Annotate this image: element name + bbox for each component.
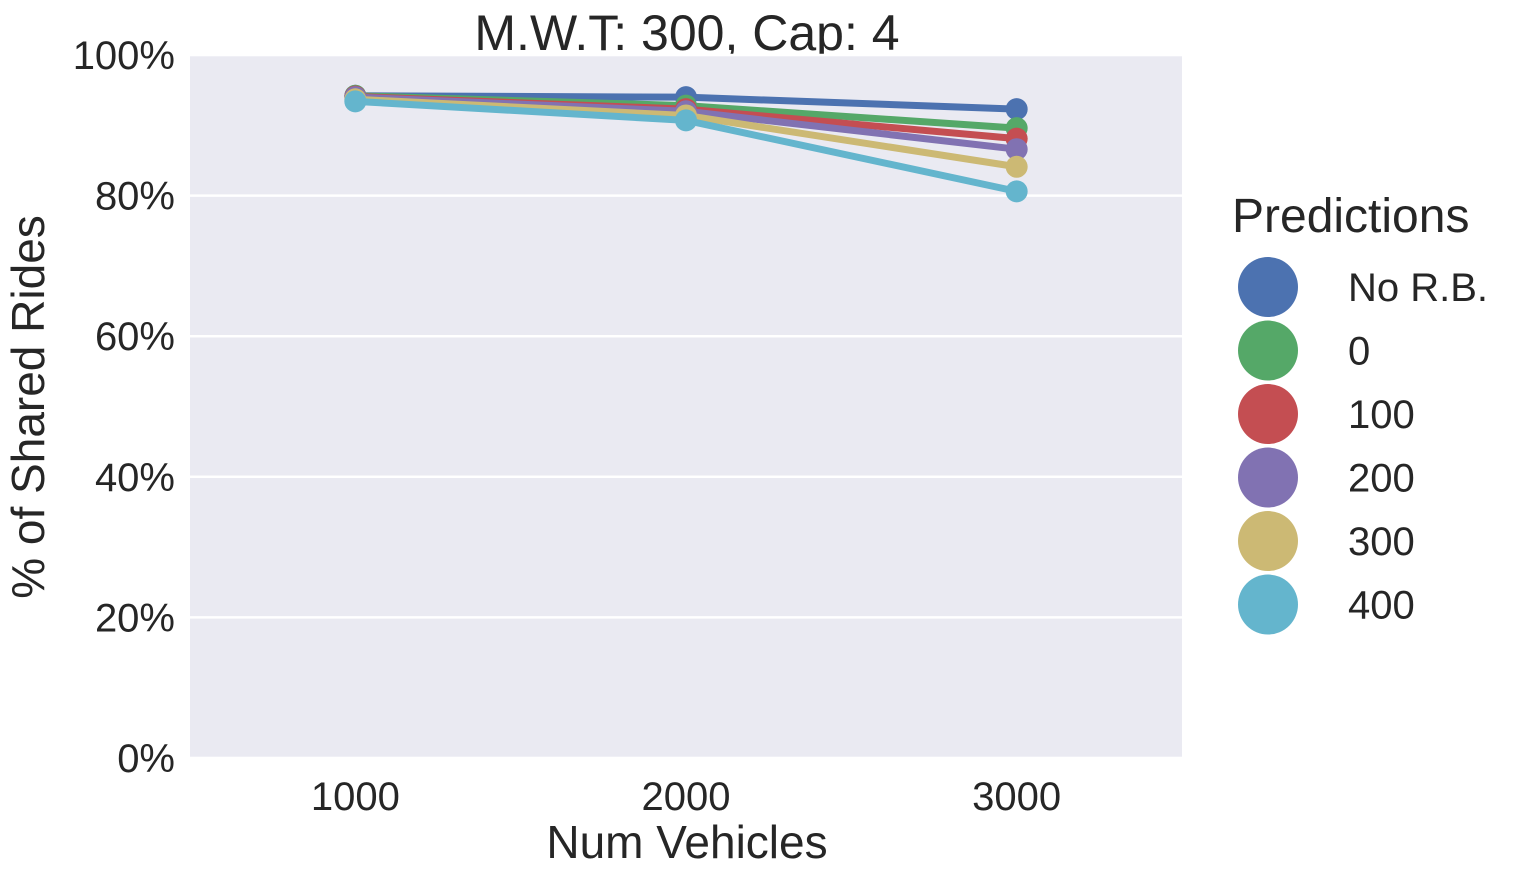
- legend-marker: [1238, 257, 1298, 317]
- series-lines: [344, 84, 1028, 203]
- legend-item: 400: [1238, 574, 1415, 635]
- legend-marker: [1238, 320, 1298, 381]
- legend-label: 0: [1348, 330, 1370, 374]
- y-tick-label: 20%: [95, 596, 175, 640]
- legend-item: No R.B.: [1238, 257, 1488, 317]
- x-axis-title: Num Vehicles: [546, 816, 827, 868]
- legend-label: No R.B.: [1348, 266, 1488, 310]
- data-point: [1005, 138, 1028, 161]
- legend-item: 0: [1238, 320, 1370, 381]
- legend-marker: [1238, 447, 1298, 508]
- y-tick-label: 60%: [95, 315, 175, 359]
- legend-item: 300: [1238, 511, 1415, 571]
- chart-title: M.W.T: 300, Cap: 4: [474, 5, 899, 61]
- legend-label: 200: [1348, 457, 1415, 501]
- y-tick-label: 0%: [117, 737, 175, 781]
- legend-marker: [1238, 574, 1298, 635]
- y-tick-labels: 0% 20% 40% 60% 80% 100%: [73, 34, 175, 781]
- y-tick-label: 40%: [95, 456, 175, 500]
- y-tick-label: 100%: [73, 34, 175, 78]
- legend-label: 100: [1348, 393, 1415, 437]
- x-tick-label: 2000: [642, 775, 731, 819]
- legend-title: Predictions: [1232, 190, 1469, 243]
- legend-item: 200: [1238, 447, 1415, 508]
- x-tick-label: 1000: [311, 775, 400, 819]
- data-point: [344, 90, 367, 113]
- x-tick-labels: 1000 2000 3000: [311, 775, 1061, 819]
- plot-area: [190, 55, 1182, 758]
- legend-item: 100: [1238, 384, 1415, 444]
- legend-label: 300: [1348, 520, 1415, 564]
- legend-label: 400: [1348, 584, 1415, 628]
- data-point: [1005, 155, 1028, 178]
- y-axis-title: % of Shared Rides: [2, 215, 54, 599]
- grid-lines: [190, 53, 1182, 760]
- series-5: [344, 90, 1028, 203]
- legend-marker: [1238, 511, 1298, 571]
- legend-marker: [1238, 384, 1298, 444]
- data-point: [675, 109, 697, 132]
- data-point: [1005, 180, 1028, 203]
- x-tick-label: 3000: [972, 775, 1061, 819]
- legend: Predictions No R.B. 0 100 200 300 400: [1232, 190, 1488, 635]
- y-tick-label: 80%: [95, 175, 175, 219]
- data-point: [1005, 98, 1028, 121]
